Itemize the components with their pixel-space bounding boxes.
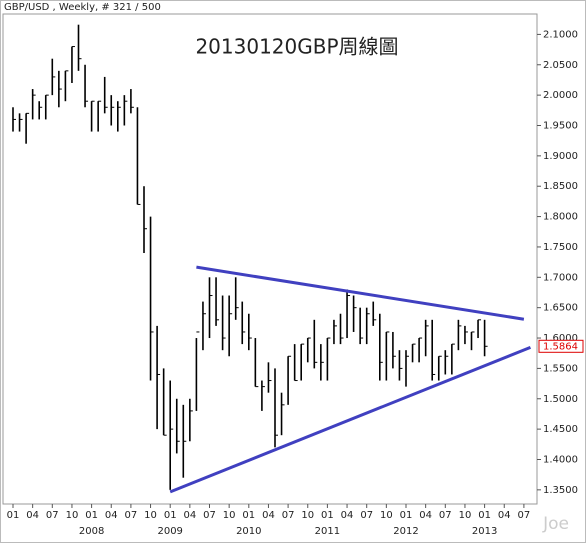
x-tick-label: 10 — [301, 510, 314, 521]
x-tick-label: 07 — [203, 510, 216, 521]
trendline — [169, 345, 532, 494]
y-tick-label: 2.0500 — [543, 60, 578, 71]
x-tick-label: 07 — [518, 510, 531, 521]
x-tick-label: 10 — [380, 510, 393, 521]
year-label: 2008 — [79, 526, 104, 537]
y-tick-label: 1.5500 — [543, 363, 578, 374]
chart-title: 20130120GBP周線圖 — [195, 35, 398, 59]
y-tick-label: 1.9000 — [543, 151, 578, 162]
x-tick-label: 01 — [321, 510, 334, 521]
x-tick-label: 10 — [144, 510, 157, 521]
y-tick-label: 1.6000 — [543, 333, 578, 344]
x-tick-label: 07 — [282, 510, 295, 521]
x-tick-label: 01 — [400, 510, 413, 521]
year-label: 2012 — [393, 526, 418, 537]
x-tick-label: 10 — [223, 510, 236, 521]
x-tick-label: 07 — [125, 510, 138, 521]
y-tick-label: 1.8000 — [543, 212, 578, 223]
year-label: 2013 — [472, 526, 497, 537]
watermark: Joe — [542, 514, 569, 534]
x-tick-label: 04 — [105, 510, 118, 521]
x-tick-label: 10 — [66, 510, 79, 521]
year-label: 2009 — [157, 526, 182, 537]
y-tick-label: 2.0000 — [543, 90, 578, 101]
y-tick-label: 1.4500 — [543, 424, 578, 435]
x-tick-label: 01 — [242, 510, 255, 521]
last-price-label: 1.5864 — [543, 341, 578, 352]
x-tick-label: 04 — [183, 510, 196, 521]
x-tick-label: 04 — [262, 510, 275, 521]
y-tick-label: 1.9500 — [543, 120, 578, 131]
x-tick-label: 07 — [360, 510, 373, 521]
y-tick-label: 1.3500 — [543, 485, 578, 496]
x-tick-label: 01 — [164, 510, 177, 521]
y-tick-label: 1.6500 — [543, 303, 578, 314]
x-tick-label: 04 — [498, 510, 511, 521]
x-tick-label: 01 — [478, 510, 491, 521]
year-label: 2010 — [236, 526, 261, 537]
y-tick-label: 1.8500 — [543, 181, 578, 192]
y-tick-label: 1.5000 — [543, 394, 578, 405]
y-tick-label: 1.4000 — [543, 454, 578, 465]
x-tick-label: 07 — [46, 510, 59, 521]
y-tick-label: 1.7500 — [543, 242, 578, 253]
x-tick-label: 10 — [459, 510, 472, 521]
x-tick-label: 07 — [439, 510, 452, 521]
plot-area — [2, 13, 538, 505]
chart-header: GBP/USD , Weekly, # 321 / 500 — [4, 2, 161, 13]
x-tick-label: 04 — [419, 510, 432, 521]
trendline — [196, 265, 525, 321]
year-label: 2011 — [315, 526, 340, 537]
x-tick-label: 04 — [26, 510, 39, 521]
y-tick-label: 2.1000 — [543, 29, 578, 40]
x-tick-label: 01 — [7, 510, 20, 521]
x-tick-label: 04 — [341, 510, 354, 521]
last-price-box — [538, 339, 584, 353]
y-tick-label: 1.7000 — [543, 272, 578, 283]
x-tick-label: 01 — [85, 510, 98, 521]
